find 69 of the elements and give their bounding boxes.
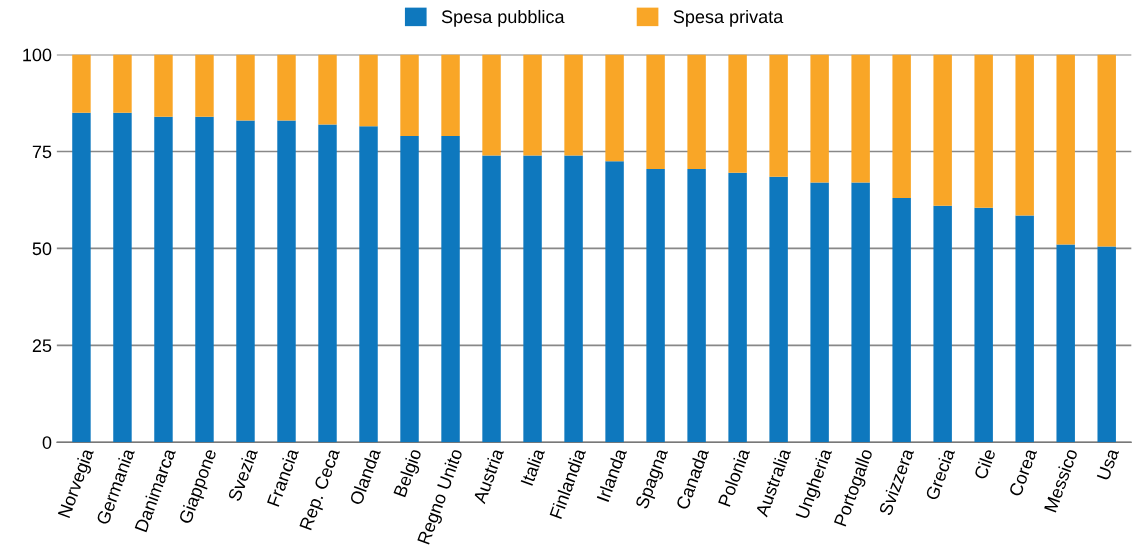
bar — [359, 126, 378, 443]
bar — [72, 112, 91, 443]
bar — [1097, 246, 1116, 443]
bar — [728, 54, 747, 173]
bar — [482, 54, 501, 156]
y-tick-label: 50 — [32, 242, 52, 256]
bar — [1056, 244, 1075, 443]
bar — [318, 124, 337, 443]
legend-label: Spesa pubblica — [441, 9, 565, 27]
bar — [400, 54, 419, 137]
bar — [933, 54, 952, 206]
x-tick-label: Cile — [973, 447, 996, 481]
bar — [277, 54, 296, 121]
y-tick-label: 0 — [42, 436, 52, 449]
bar — [851, 182, 870, 443]
bar — [605, 161, 624, 443]
bar — [113, 112, 132, 443]
bar — [113, 54, 132, 113]
bar — [236, 120, 255, 443]
bar — [236, 54, 255, 121]
bar — [441, 136, 460, 443]
bar — [441, 54, 460, 137]
bar — [195, 116, 214, 443]
x-tick-label: Usa — [1096, 447, 1120, 481]
legend-label: Spesa privata — [673, 9, 784, 27]
bar — [728, 172, 747, 443]
bar — [564, 54, 583, 156]
y-tick-label: 75 — [32, 145, 52, 159]
bar — [892, 54, 911, 199]
bar — [769, 176, 788, 443]
x-tick-label: Irlanda — [596, 447, 628, 502]
bar — [974, 207, 993, 443]
bar — [400, 136, 419, 443]
bar — [974, 54, 993, 208]
bar — [687, 54, 706, 169]
bar — [72, 54, 91, 113]
bar — [810, 54, 829, 183]
bar — [605, 54, 624, 162]
bar — [1015, 54, 1034, 216]
bar — [1097, 54, 1116, 247]
y-tick-label: 100 — [23, 48, 52, 62]
bar — [1015, 215, 1034, 443]
x-tick-label: Rep. Ceca — [299, 447, 344, 532]
bar — [277, 120, 296, 443]
bar — [687, 168, 706, 443]
bar — [769, 54, 788, 177]
bar — [646, 168, 665, 443]
bar — [564, 155, 583, 443]
bar — [1056, 54, 1075, 245]
bar — [318, 54, 337, 125]
bar — [154, 116, 173, 443]
bar — [154, 54, 173, 117]
x-tick-label: Italia — [520, 447, 546, 486]
x-tick-label: Olanda — [348, 447, 381, 506]
x-tick-label: Corea — [1008, 447, 1038, 497]
bar — [523, 155, 542, 443]
bar — [482, 155, 501, 443]
y-tick-label: 25 — [32, 339, 52, 353]
bar — [195, 54, 214, 117]
bar — [646, 54, 665, 169]
x-tick-label: Grecia — [924, 447, 956, 501]
bar — [810, 182, 829, 443]
bar — [933, 205, 952, 443]
x-tick-label: Austria — [472, 447, 505, 505]
x-tick-label: Svezia — [227, 447, 258, 502]
bar — [523, 54, 542, 156]
bar — [851, 54, 870, 183]
bar — [892, 198, 911, 443]
bar — [359, 54, 378, 127]
